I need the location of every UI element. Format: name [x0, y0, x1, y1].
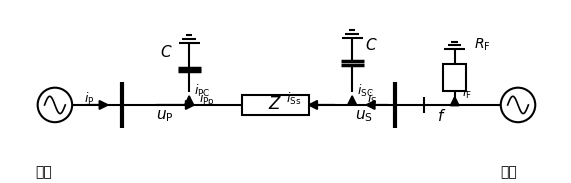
Bar [443, 64, 467, 91]
Text: $i_\mathrm{F}$: $i_\mathrm{F}$ [463, 85, 472, 101]
Text: $Z$: $Z$ [268, 96, 283, 113]
Text: $u_\mathrm{P}$: $u_\mathrm{P}$ [155, 108, 173, 124]
Text: $i_\mathrm{Ss}$: $i_\mathrm{Ss}$ [286, 91, 301, 107]
Text: $C$: $C$ [160, 44, 173, 60]
Text: $R_\mathrm{F}$: $R_\mathrm{F}$ [474, 36, 490, 53]
Text: $i_\mathrm{Pp}$: $i_\mathrm{Pp}$ [199, 91, 215, 109]
Text: 系统: 系统 [501, 165, 517, 179]
Text: $i_\mathrm{PC}$: $i_\mathrm{PC}$ [194, 83, 210, 99]
Text: $i_\mathrm{S}$: $i_\mathrm{S}$ [367, 91, 377, 107]
Text: $f$: $f$ [437, 108, 446, 124]
Text: 光伏: 光伏 [36, 165, 53, 179]
Bar [242, 95, 309, 115]
Text: $u_\mathrm{S}$: $u_\mathrm{S}$ [355, 108, 373, 124]
Text: $C$: $C$ [365, 37, 377, 53]
Text: $i_\mathrm{SC}$: $i_\mathrm{SC}$ [357, 83, 373, 99]
Text: $i_\mathrm{P}$: $i_\mathrm{P}$ [84, 91, 94, 107]
